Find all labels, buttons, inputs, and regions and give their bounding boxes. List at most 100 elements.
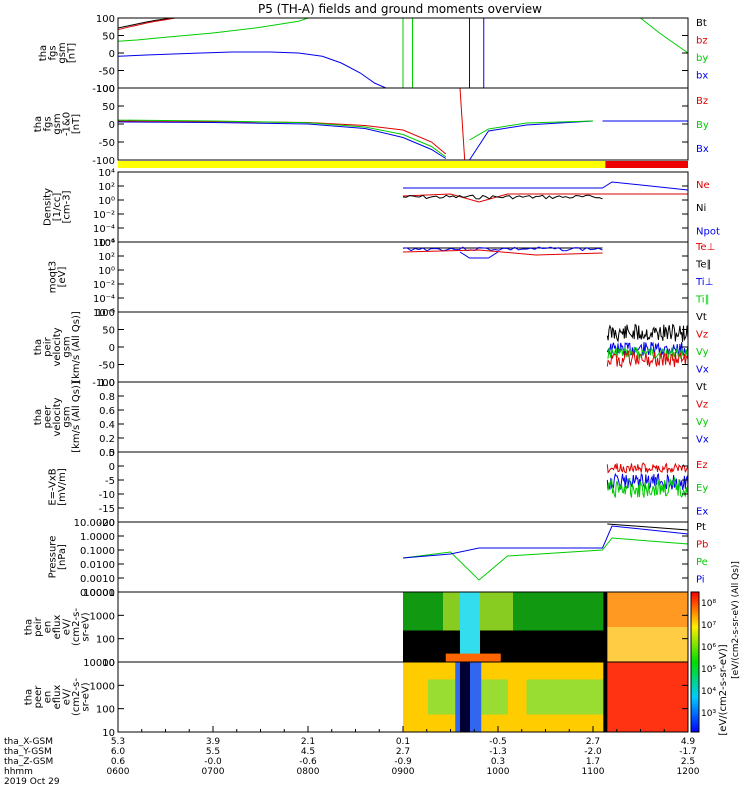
x-row-value: 0.6 xyxy=(111,757,126,767)
peer-velocity-ytick-label: 1.0 xyxy=(99,378,115,389)
peer-velocity-ylabel: gsm xyxy=(62,406,73,427)
temp-teperp xyxy=(402,249,603,256)
density-ni xyxy=(402,194,603,200)
fgs-legend-item: by xyxy=(696,53,708,64)
temperature-legend-item: Te⊥ xyxy=(695,242,715,253)
peer-velocity-legend-item: Vz xyxy=(696,400,708,411)
temperature-ytick-label: 10⁻⁴ xyxy=(93,294,115,305)
temperature-ytick-label: 10⁻⁶ xyxy=(93,308,115,319)
efield-ylabel: [mV/m] xyxy=(57,468,68,506)
peer-velocity-ytick-label: 0.6 xyxy=(99,406,115,417)
x-row-value: -2.0 xyxy=(584,747,602,757)
pressure-pe xyxy=(402,537,689,581)
pressure-pi xyxy=(402,525,689,559)
colorbar-label-2: [eV/(cm2-s-sr-eV) (All Qs)] xyxy=(731,561,741,679)
peir-velocity-ytick-label: 100 xyxy=(96,308,115,319)
peir-eflux-ylabel: eV/ xyxy=(62,618,73,635)
x-row-value: 0.3 xyxy=(491,757,505,767)
fgs-dsl-ytick-label: 0 xyxy=(109,120,115,131)
peir-velocity-ytick-label: -100 xyxy=(92,378,115,389)
fgs-ytick-label: -100 xyxy=(92,84,115,95)
peir-eflux-ylabel: sr-eV) xyxy=(81,612,92,641)
x-row-value: 2.1 xyxy=(301,737,315,747)
fgs-dsl-series-By xyxy=(117,119,447,158)
fgs-dsl-ylabel: tha xyxy=(33,116,44,132)
peir-velocity-legend-item: Vy xyxy=(696,347,709,358)
peir-velocity-frame xyxy=(117,311,689,383)
peer-velocity-ylabel: peer xyxy=(43,405,54,429)
x-row-label: tha_X-GSM xyxy=(4,737,53,747)
x-date-label: 2019 Oct 29 xyxy=(4,777,60,787)
efield-ey xyxy=(606,476,689,498)
pressure-ytick-label: 0.0100 xyxy=(80,560,115,571)
peir-vz xyxy=(606,349,689,369)
fgs-dsl-ylabel: fgs xyxy=(43,116,54,131)
fgs-dsl-series-Bz xyxy=(117,120,447,155)
pressure-legend-item: Pi xyxy=(696,575,705,586)
pressure-ytick-label: 0.0001 xyxy=(80,588,115,599)
colorbar-tick: 10³ xyxy=(701,709,716,719)
fgs-dsl-legend-item: Bz xyxy=(696,96,708,107)
efield-frame xyxy=(117,451,689,523)
fgs-dsl-ylabel: gsm xyxy=(52,113,63,134)
peir-eflux-ytick-label: 10 xyxy=(102,658,115,669)
peir-eflux-ytick-label: 10000 xyxy=(83,588,115,599)
density-npot xyxy=(403,181,689,191)
peir-velocity-ylabel: [km/s (All Qs)] xyxy=(71,311,82,383)
efield-legend-item: Ex xyxy=(696,506,708,517)
density-ytick-label: 10⁻² xyxy=(93,210,115,221)
colorbar-tick: 10⁸ xyxy=(701,599,716,609)
x-row-value: -1.7 xyxy=(679,747,697,757)
x-row-value: 5.5 xyxy=(206,747,220,757)
x-row-value: 0900 xyxy=(392,767,415,777)
density-legend-item: Ni xyxy=(696,203,706,214)
pressure-ytick-label: 0.1000 xyxy=(80,546,115,557)
x-row-value: 2.7 xyxy=(586,737,600,747)
peir-eflux-ylabel: tha xyxy=(24,619,35,635)
peir-eflux-ylabel: (cm2-s- xyxy=(71,608,82,646)
density-ytick-label: 10² xyxy=(98,182,115,193)
peer-velocity-legend-item: Vt xyxy=(696,382,707,393)
dsl-recovery-bx xyxy=(469,120,594,161)
peir-velocity-legend-item: Vt xyxy=(696,312,707,323)
peer-eflux-ylabel: eV/ xyxy=(62,688,73,705)
peer-velocity-legend-item: Vy xyxy=(696,417,709,428)
peir-eflux-ylabel: eflux xyxy=(52,615,63,640)
status-bar-red xyxy=(605,161,688,168)
temperature-ytick-label: 10² xyxy=(98,252,115,263)
peir-eflux-ylabel: en xyxy=(43,621,54,634)
temperature-ytick-label: 10⁻² xyxy=(93,280,115,291)
fgs-series-by xyxy=(117,17,309,42)
x-row-value: 0800 xyxy=(297,767,320,777)
x-row-label: tha_Z-GSM xyxy=(4,757,53,767)
labels-layer: 100500-50-100thafgsgsm[nT]Btbzbybx100500… xyxy=(4,14,741,787)
fgs-dsl-ytick-label: -50 xyxy=(99,138,115,149)
x-row-value: -0.0 xyxy=(204,757,222,767)
temperature-frame xyxy=(117,241,689,313)
fgs-series-bz xyxy=(117,17,177,31)
colorbar-label: [eV/(cm2-s-sr-eV)] xyxy=(718,644,729,735)
peer-eflux-ytick-label: 10 xyxy=(102,728,115,739)
fgs-legend-item: bz xyxy=(696,36,708,47)
x-row-value: 0.1 xyxy=(396,737,410,747)
x-row-value: 1100 xyxy=(582,767,605,777)
x-row-value: 3.9 xyxy=(206,737,221,747)
status-bar-yellow xyxy=(118,161,606,168)
peir-velocity-ylabel: peir xyxy=(43,336,54,356)
peer-gap xyxy=(603,662,608,732)
peir-eflux-ytick-label: 1000 xyxy=(90,611,115,622)
pressure-ylabel: [nPa] xyxy=(57,544,68,570)
temperature-legend-item: Te∥ xyxy=(695,260,712,271)
x-row-value: -0.6 xyxy=(299,757,317,767)
fgs-ytick-label: 100 xyxy=(96,14,115,25)
efield-ytick-label: -20 xyxy=(99,518,115,529)
peir-gap xyxy=(603,592,608,662)
x-row-value: 4.5 xyxy=(301,747,315,757)
peir-vy xyxy=(607,346,689,360)
peer-eflux-ylabel: sr-eV) xyxy=(81,682,92,711)
peer-eflux-ylabel: eflux xyxy=(52,685,63,710)
density-legend-item: Npot xyxy=(696,226,720,237)
peir-right-block-low xyxy=(605,627,688,662)
x-row-label: tha_Y-GSM xyxy=(4,747,52,757)
peir-velocity-ytick-label: -50 xyxy=(99,361,115,372)
